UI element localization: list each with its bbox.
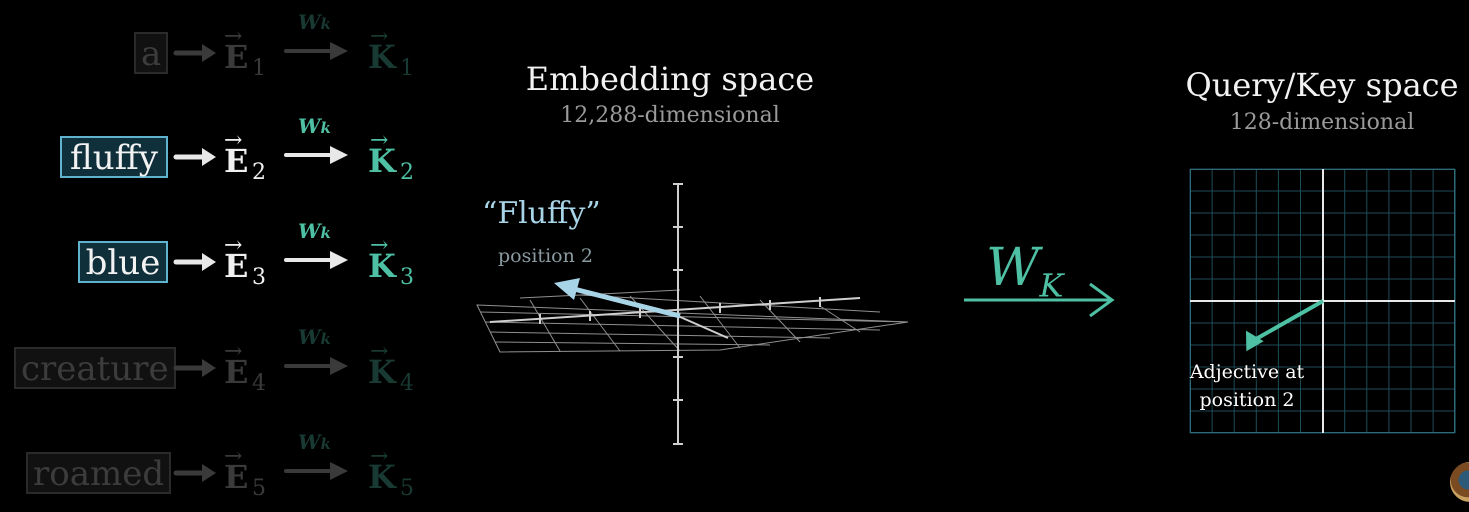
fluffy-position-label: position 2 (498, 245, 593, 267)
vector-arrow-icon: → (370, 339, 389, 364)
wk-label: Wk (298, 219, 331, 243)
embedding-vector-label: → E 2 (224, 128, 266, 186)
wk-label: Wk (298, 325, 331, 349)
token-row-1: a → E 1 Wk → K 1 (0, 10, 440, 92)
key-vector-label: → K 5 (368, 444, 414, 502)
qk-space-subtitle: 128-dimensional (1229, 110, 1415, 135)
vector-arrow-icon: → (224, 24, 243, 49)
right-arrow-icon (173, 253, 216, 271)
embedding-space-title: Embedding space (525, 60, 815, 98)
embedding-space-subtitle: 12,288-dimensional (560, 103, 780, 128)
transform-arrow-icon (964, 282, 1115, 318)
channel-logo-icon (1450, 462, 1469, 502)
right-arrow-icon (173, 464, 216, 482)
token-box: fluffy (60, 136, 168, 178)
key-vector-label: → K 3 (368, 233, 414, 291)
vector-arrow-icon: → (224, 339, 243, 364)
vector-arrow-icon: → (370, 444, 389, 469)
wk-label: Wk (298, 430, 331, 454)
key-vector-label: → K 1 (368, 24, 414, 82)
vector-arrow-icon: → (370, 233, 389, 258)
token-row-5: roamed → E 5 Wk → K 5 (0, 430, 440, 512)
adjective-vector-arrow (1246, 299, 1324, 352)
key-vector-label: → K 2 (368, 128, 414, 186)
right-arrow-icon (284, 146, 348, 164)
token-box: a (134, 32, 169, 74)
token-row-2: fluffy → E 2 Wk → K 2 (0, 114, 440, 196)
adjective-vector-label: Adjective at position 2 (1189, 361, 1305, 411)
right-arrow-icon (284, 462, 348, 480)
embedding-vector-label: → E 4 (224, 339, 266, 397)
wk-label: Wk (298, 114, 331, 138)
qk-space-title: Query/Key space (1185, 66, 1459, 104)
fluffy-vector-arrow (554, 278, 681, 319)
token-box: roamed (26, 452, 172, 494)
key-vector-label: → K 4 (368, 339, 414, 397)
embedding-vector-label: → E 3 (224, 233, 266, 291)
vector-arrow-icon: → (370, 128, 389, 153)
token-box: creature (14, 347, 176, 389)
vector-arrow-icon: → (370, 24, 389, 49)
wk-label: Wk (298, 10, 331, 34)
right-arrow-icon (284, 42, 348, 60)
fluffy-vector-label: “Fluffy” (482, 196, 601, 231)
right-arrow-icon (173, 44, 216, 62)
right-arrow-icon (284, 357, 348, 375)
token-row-3: blue → E 3 Wk → K 3 (0, 219, 440, 301)
wk-transform-label: WK (986, 238, 1064, 305)
right-arrow-icon (173, 359, 216, 377)
embedding-vector-label: → E 5 (224, 444, 266, 502)
embedding-plane-grid (476, 289, 909, 353)
right-arrow-icon (284, 251, 348, 269)
vector-arrow-icon: → (224, 444, 243, 469)
token-row-4: creature → E 4 Wk → K 4 (0, 325, 440, 407)
vector-arrow-icon: → (224, 128, 243, 153)
token-box: blue (78, 241, 168, 283)
vector-arrow-icon: → (224, 233, 243, 258)
embedding-vector-label: → E 1 (224, 24, 266, 82)
right-arrow-icon (173, 148, 216, 166)
qk-grid-plot (1189, 168, 1456, 434)
